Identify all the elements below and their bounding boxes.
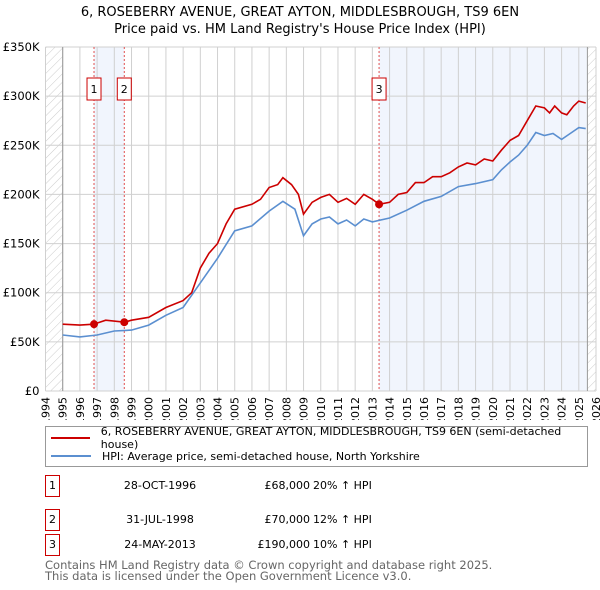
x-tick-label: 2014 [384,397,397,420]
sale-marker-box [86,77,102,101]
x-tick-label: 2024 [556,397,569,420]
y-tick-label: £200K [3,187,40,201]
x-tick-label: 2020 [487,397,500,420]
y-tick-label: £100K [3,286,40,300]
footer-licence: This data is licensed under the Open Gov… [45,569,412,583]
x-tick-label: 2007 [263,397,276,420]
y-tick-label: £250K [3,138,40,152]
x-tick-label: 2011 [332,397,345,420]
sale-hpi-diff: 20% ↑ HPI [313,479,372,492]
footer: Contains HM Land Registry data © Crown c… [45,558,493,583]
y-tick-label: £0 [25,384,40,398]
x-tick-label: 2000 [143,397,156,420]
price-chart: 1994 1995 1996 1997 1998 1999 2000 2001 2002 2003… [3,40,600,420]
x-tick-label: 2023 [538,397,551,420]
legend-item-hpi: HPI: Average price, semi-detached house,… [46,447,420,465]
x-tick-label: 2009 [298,397,311,420]
sale-point [90,320,99,329]
legend-item-property: 6, ROSEBERRY AVENUE, GREAT AYTON, MIDDLE… [46,425,587,451]
x-tick-label: 2022 [521,397,534,420]
sale-point [375,200,384,209]
x-tick-label: 1995 [57,397,70,420]
sale-date: 28-OCT-1996 [123,479,197,492]
y-tick-label: £150K [3,237,40,251]
x-tick-label: 2008 [280,397,293,420]
no-data-hatch [45,47,63,391]
y-tick-label: £50K [10,335,40,349]
footer-copyright: Contains HM Land Registry data © Crown c… [45,558,493,572]
x-tick-label: 1999 [126,397,139,420]
sale-marker-label: 1 [91,83,98,96]
sale-marker-box [371,77,387,101]
sale-point [120,318,129,327]
legend-swatch-red [51,437,90,439]
y-tick-label: £300K [3,89,40,103]
x-tick-label: 2016 [418,397,431,420]
sale-marker-label: 2 [121,83,128,96]
chart-subtitle: Price paid vs. HM Land Registry's House … [114,22,486,37]
no-data-hatch [587,47,596,391]
sale-price: £190,000 [257,538,311,551]
shaded-period [379,47,588,391]
x-tick-label: 2003 [194,397,207,420]
sale-price: £68,000 [264,479,311,492]
legend: 6, ROSEBERRY AVENUE, GREAT AYTON, MIDDLE… [45,425,588,467]
x-tick-label: 2013 [366,397,379,420]
x-tick-label: 2002 [177,397,190,420]
x-tick-label: 2025 [573,397,586,420]
x-tick-label: 2010 [315,397,328,420]
sale-date: 31-JUL-1998 [126,513,194,526]
shaded-period [94,47,125,391]
x-tick-label: 2012 [349,397,362,420]
sale-marker-box [116,77,132,101]
x-tick-label: 2004 [212,397,225,420]
sale-marker-badge: 2 [45,509,60,531]
x-tick-label: 2026 [590,397,600,420]
x-tick-label: 2017 [435,397,448,420]
x-tick-label: 1994 [40,397,53,420]
x-tick-label: 1998 [108,397,121,420]
x-tick-label: 2019 [470,397,483,420]
sale-hpi-diff: 10% ↑ HPI [313,538,372,551]
sale-price: £70,000 [264,513,311,526]
legend-swatch-blue [51,455,91,457]
x-tick-label: 1996 [74,397,87,420]
property-price-line [62,100,586,326]
x-tick-label: 2021 [504,397,517,420]
x-tick-label: 2005 [229,397,242,420]
legend-label-hpi: HPI: Average price, semi-detached house,… [102,449,420,463]
x-tick-label: 2015 [401,397,414,420]
legend-label-property: 6, ROSEBERRY AVENUE, GREAT AYTON, MIDDLE… [100,425,562,451]
sale-marker-label: 3 [376,83,383,96]
sale-marker-badge: 3 [45,534,60,556]
x-tick-label: 2006 [246,397,259,420]
x-tick-label: 2001 [160,397,173,420]
sale-date: 24-MAY-2013 [124,538,196,551]
sale-marker-badge: 1 [45,475,60,497]
y-tick-label: £350K [3,40,40,54]
x-tick-label: 1997 [91,397,104,420]
x-tick-label: 2018 [452,397,465,420]
chart-title: 6, ROSEBERRY AVENUE, GREAT AYTON, MIDDLE… [80,5,520,20]
sale-hpi-diff: 12% ↑ HPI [313,513,372,526]
hpi-line [62,126,586,338]
